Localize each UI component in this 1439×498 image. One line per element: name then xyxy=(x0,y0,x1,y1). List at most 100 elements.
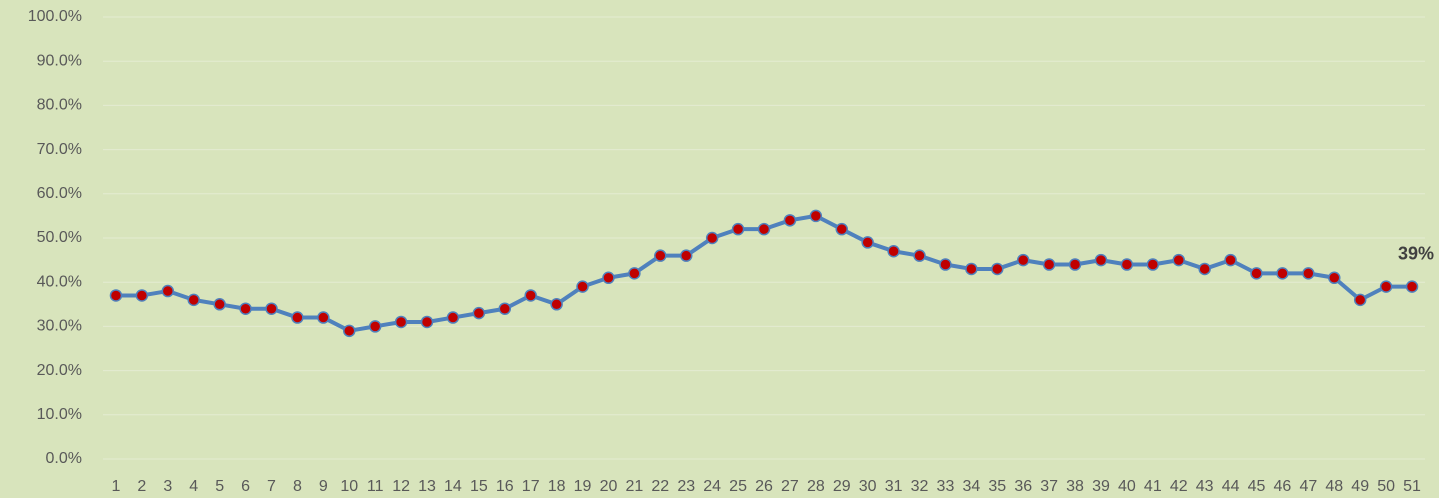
marker xyxy=(602,271,615,285)
x-tick-label: 16 xyxy=(496,478,514,495)
marker xyxy=(654,249,667,262)
x-tick-label: 30 xyxy=(859,478,877,495)
x-tick-label: 38 xyxy=(1066,478,1084,495)
marker xyxy=(1405,280,1419,293)
x-tick-label: 11 xyxy=(367,478,384,495)
y-tick-label: 10.0% xyxy=(37,406,82,423)
marker xyxy=(991,262,1004,276)
data-label: 39% xyxy=(1398,243,1434,263)
marker xyxy=(1198,262,1211,276)
x-tick-label: 37 xyxy=(1040,478,1058,495)
y-tick-label: 70.0% xyxy=(37,141,82,158)
x-tick-label: 45 xyxy=(1248,478,1266,495)
x-tick-label: 17 xyxy=(522,478,540,495)
x-tick-label: 7 xyxy=(267,478,276,495)
x-tick-label: 51 xyxy=(1403,478,1421,495)
x-tick-label: 36 xyxy=(1014,478,1032,495)
marker xyxy=(550,298,563,311)
x-tick-label: 9 xyxy=(319,478,328,495)
marker xyxy=(291,311,304,324)
x-tick-label: 23 xyxy=(677,478,695,495)
y-tick-label: 50.0% xyxy=(37,229,82,246)
y-tick-label: 80.0% xyxy=(37,97,82,114)
x-tick-label: 40 xyxy=(1118,478,1136,495)
marker xyxy=(809,209,823,223)
x-tick-label: 8 xyxy=(293,478,302,495)
x-tick-label: 19 xyxy=(574,478,592,495)
marker xyxy=(1016,253,1030,267)
marker xyxy=(187,293,200,307)
x-tick-label: 21 xyxy=(625,478,643,495)
x-tick-label: 31 xyxy=(885,478,903,495)
x-tick-label: 2 xyxy=(137,478,146,495)
x-tick-label: 48 xyxy=(1325,478,1343,495)
marker xyxy=(628,267,641,280)
marker xyxy=(239,302,252,315)
y-tick-label: 60.0% xyxy=(37,185,82,202)
x-tick-label: 49 xyxy=(1351,478,1369,495)
marker xyxy=(394,315,408,329)
marker xyxy=(368,320,382,333)
x-tick-label: 39 xyxy=(1092,478,1110,495)
marker xyxy=(1172,253,1185,267)
x-tick-label: 13 xyxy=(418,478,436,495)
x-tick-label: 14 xyxy=(444,478,462,495)
marker xyxy=(1068,258,1082,271)
x-tick-label: 50 xyxy=(1377,478,1395,495)
x-tick-label: 27 xyxy=(781,478,799,495)
marker xyxy=(524,289,537,302)
x-tick-label: 22 xyxy=(651,478,669,495)
marker xyxy=(861,236,874,249)
marker xyxy=(731,222,745,236)
marker xyxy=(446,311,460,324)
y-tick-label: 20.0% xyxy=(37,362,82,379)
marker xyxy=(265,302,278,315)
marker xyxy=(213,298,226,311)
marker xyxy=(705,231,719,245)
x-tick-label: 26 xyxy=(755,478,773,495)
marker xyxy=(317,311,330,324)
marker xyxy=(1379,280,1393,293)
y-tick-label: 90.0% xyxy=(37,52,82,69)
x-tick-label: 42 xyxy=(1170,478,1188,495)
marker xyxy=(913,249,926,262)
y-tick-label: 100.0% xyxy=(28,8,82,25)
x-tick-label: 18 xyxy=(548,478,566,495)
marker xyxy=(939,258,952,271)
marker xyxy=(1042,258,1056,271)
marker xyxy=(498,302,512,315)
x-tick-label: 43 xyxy=(1196,478,1214,495)
x-tick-label: 15 xyxy=(470,478,488,495)
marker xyxy=(965,262,978,276)
marker xyxy=(109,289,123,302)
x-tick-label: 28 xyxy=(807,478,825,495)
x-tick-label: 32 xyxy=(911,478,929,495)
x-tick-label: 12 xyxy=(392,478,410,495)
x-tick-label: 20 xyxy=(600,478,618,495)
marker xyxy=(1328,271,1341,285)
x-tick-label: 3 xyxy=(163,478,172,495)
marker xyxy=(679,249,693,262)
x-tick-label: 46 xyxy=(1274,478,1292,495)
x-tick-label: 41 xyxy=(1144,478,1162,495)
x-tick-label: 10 xyxy=(340,478,358,495)
marker xyxy=(420,315,434,329)
marker xyxy=(135,289,149,302)
x-tick-label: 29 xyxy=(833,478,851,495)
marker xyxy=(1276,267,1289,280)
marker xyxy=(1224,253,1237,267)
marker xyxy=(1302,267,1315,280)
x-tick-label: 5 xyxy=(215,478,224,495)
marker xyxy=(576,280,589,293)
y-tick-label: 40.0% xyxy=(37,273,82,290)
marker xyxy=(343,324,356,338)
marker xyxy=(887,245,900,258)
marker xyxy=(161,284,175,298)
marker xyxy=(1146,258,1160,271)
y-tick-label: 30.0% xyxy=(37,318,82,335)
marker xyxy=(783,214,797,227)
marker xyxy=(1250,267,1263,280)
y-tick-label: 0.0% xyxy=(46,450,82,467)
x-tick-label: 24 xyxy=(703,478,721,495)
x-tick-label: 47 xyxy=(1299,478,1317,495)
